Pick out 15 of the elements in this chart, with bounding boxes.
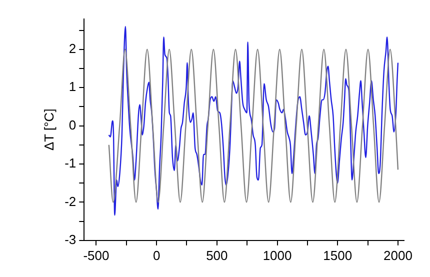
y-tick-label: 2 xyxy=(68,40,76,56)
x-tick-label: 2000 xyxy=(384,248,412,263)
y-tick-label: -1 xyxy=(64,156,76,171)
y-axis-title: ΔT [°C] xyxy=(41,108,56,151)
y-tick-label: 1 xyxy=(68,79,76,94)
y-tick-label: 0 xyxy=(68,117,76,132)
x-tick-label: -500 xyxy=(83,248,110,263)
y-tick-label: -2 xyxy=(64,194,76,209)
x-tick-label: 500 xyxy=(206,248,228,263)
y-tick-label: -3 xyxy=(64,232,76,247)
x-tick-label: 1500 xyxy=(323,248,352,263)
line-series xyxy=(108,26,399,216)
line-series xyxy=(108,48,399,203)
x-tick-label: 1000 xyxy=(262,248,292,263)
x-tick-label: 0 xyxy=(152,248,160,263)
